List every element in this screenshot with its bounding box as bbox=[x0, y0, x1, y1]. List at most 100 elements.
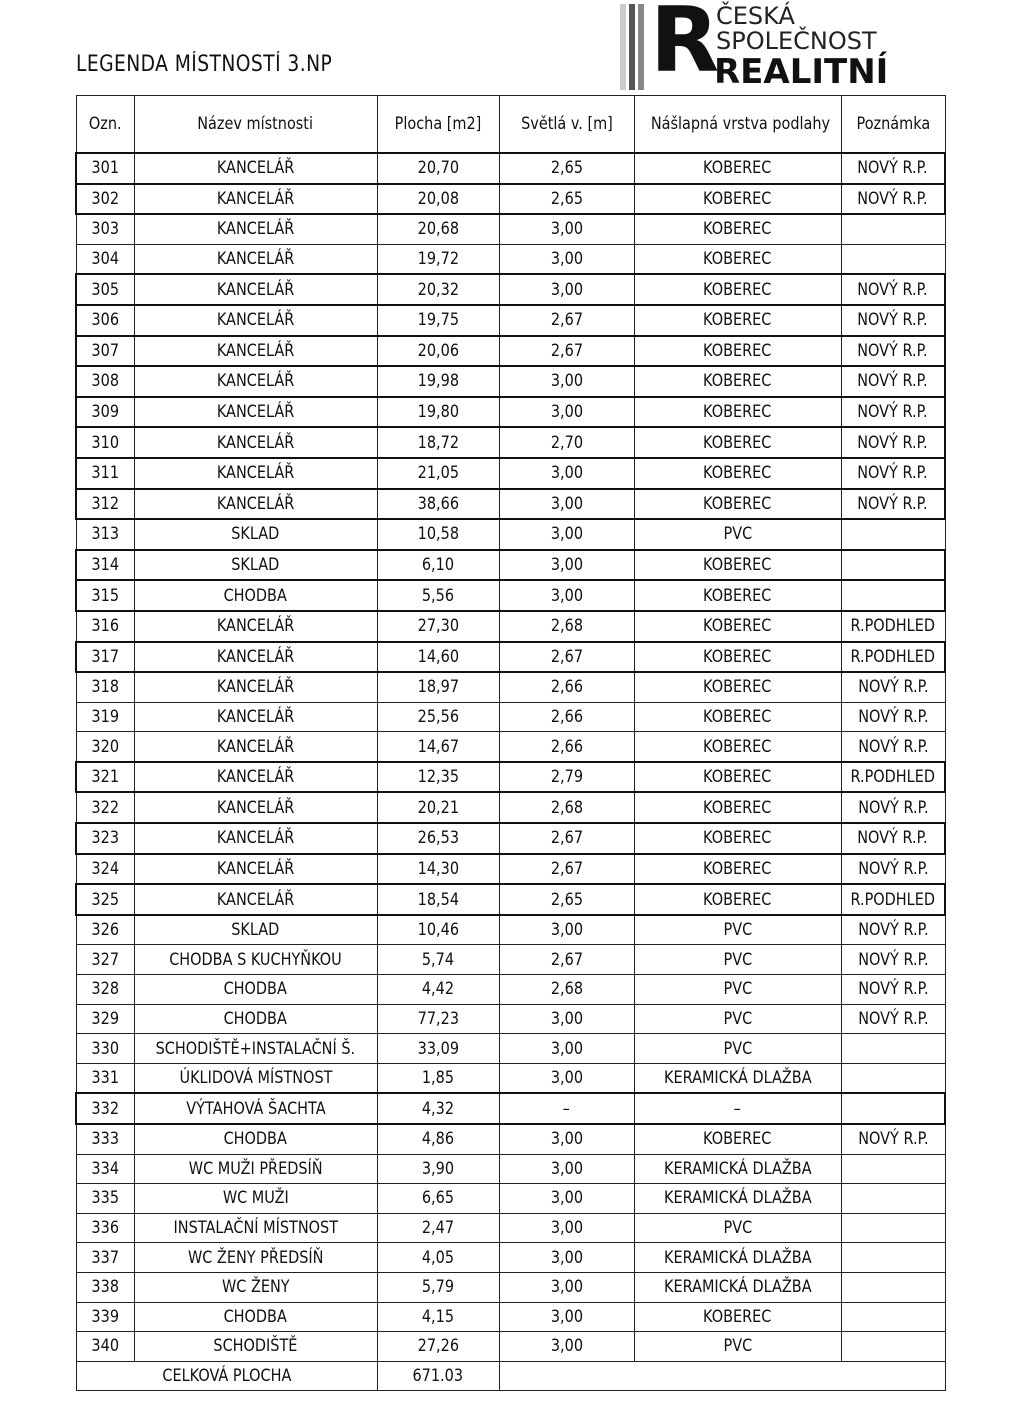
room-area-cell: 19,75 bbox=[376, 303, 500, 337]
header-cell: Plocha [m2] bbox=[376, 95, 500, 154]
room-note: NOVÝ R.P. bbox=[857, 432, 928, 453]
room-number-cell: 331 bbox=[75, 1062, 135, 1094]
room-name-cell: KANCELÁŘ bbox=[133, 760, 378, 794]
room-height-cell: 3,00 bbox=[498, 243, 635, 275]
room-number: 330 bbox=[91, 1038, 119, 1059]
room-area: 77,23 bbox=[417, 1008, 459, 1029]
room-area-cell: 26,53 bbox=[376, 822, 500, 855]
room-height: 3,00 bbox=[550, 1277, 583, 1298]
room-number-cell: 329 bbox=[75, 1003, 135, 1035]
room-legend-table: Ozn. Název místnosti Plocha [m2] Světlá … bbox=[75, 95, 946, 1392]
header-cell: Název místnosti bbox=[133, 95, 378, 154]
room-height-cell: 2,65 bbox=[498, 182, 635, 216]
table-row: 321 KANCELÁŘ 12,35 2,79 KOBEREC R.PODHLED bbox=[75, 760, 946, 794]
room-area-cell: 20,70 bbox=[376, 152, 500, 185]
room-height-cell: 2,70 bbox=[498, 426, 635, 459]
room-number: 314 bbox=[91, 555, 120, 576]
company-logo-watermark: R ČESKÁ SPOLEČNOST REALITNÍ bbox=[620, 0, 920, 92]
room-height: 3,00 bbox=[550, 1306, 583, 1327]
room-area: 5,56 bbox=[421, 585, 455, 606]
total-label: CELKOVÁ PLOCHA bbox=[75, 1360, 378, 1392]
room-number-cell: 335 bbox=[75, 1183, 135, 1214]
room-note-cell: NOVÝ R.P. bbox=[840, 395, 946, 429]
room-note-cell: NOVÝ R.P. bbox=[840, 334, 946, 368]
room-number-cell: 317 bbox=[75, 640, 135, 674]
room-number: 313 bbox=[91, 524, 119, 545]
room-area-cell: 4,32 bbox=[376, 1092, 500, 1125]
room-note: NOVÝ R.P. bbox=[857, 158, 928, 179]
room-number-cell: 324 bbox=[75, 853, 135, 885]
room-name-cell: KANCELÁŘ bbox=[133, 853, 378, 885]
floor-surface-cell: KOBEREC bbox=[633, 822, 842, 855]
room-note: R.PODHLED bbox=[850, 767, 935, 788]
room-number: 308 bbox=[91, 371, 120, 392]
floor-surface: KOBEREC bbox=[703, 858, 772, 879]
room-height: 2,66 bbox=[550, 677, 583, 698]
room-note-cell bbox=[840, 1033, 946, 1064]
room-number: 333 bbox=[91, 1129, 119, 1150]
room-number-cell: 333 bbox=[75, 1123, 135, 1155]
floor-surface-cell: KOBEREC bbox=[633, 1301, 842, 1333]
floor-surface: KOBEREC bbox=[703, 646, 772, 667]
logo-bar bbox=[629, 4, 635, 90]
floor-surface: KOBEREC bbox=[703, 555, 772, 576]
floor-surface: PVC bbox=[723, 1008, 752, 1029]
floor-surface: KOBEREC bbox=[703, 677, 772, 698]
floor-surface: KOBEREC bbox=[703, 219, 772, 240]
room-number: 305 bbox=[91, 279, 120, 300]
room-note-cell bbox=[840, 518, 946, 551]
room-note: NOVÝ R.P. bbox=[857, 736, 929, 757]
room-number-cell: 316 bbox=[75, 610, 135, 642]
room-note: NOVÝ R.P. bbox=[857, 371, 928, 392]
room-height-cell: 2,65 bbox=[498, 152, 635, 185]
room-name-cell: CHODBA S KUCHYŇKOU bbox=[133, 944, 378, 976]
room-area: 2,47 bbox=[421, 1218, 455, 1239]
room-note-cell: NOVÝ R.P. bbox=[840, 1003, 946, 1035]
room-area: 6,10 bbox=[421, 555, 455, 576]
room-note: NOVÝ R.P. bbox=[857, 310, 928, 331]
room-number-cell: 319 bbox=[75, 701, 135, 733]
room-note: NOVÝ R.P. bbox=[857, 188, 928, 209]
room-number-cell: 302 bbox=[75, 182, 135, 216]
room-number-cell: 338 bbox=[75, 1271, 135, 1303]
room-number-cell: 314 bbox=[75, 548, 135, 582]
room-area-cell: 5,74 bbox=[376, 944, 500, 976]
room-name: KANCELÁŘ bbox=[216, 402, 295, 423]
floor-surface-cell: KOBEREC bbox=[633, 548, 842, 582]
room-note-cell: NOVÝ R.P. bbox=[840, 426, 946, 459]
room-number: 332 bbox=[91, 1098, 120, 1119]
floor-surface-cell: KOBEREC bbox=[633, 883, 842, 916]
room-name: KANCELÁŘ bbox=[216, 371, 295, 392]
room-area: 19,98 bbox=[417, 371, 459, 392]
room-number: 325 bbox=[91, 889, 120, 910]
table-row: 332 VÝTAHOVÁ ŠACHTA 4,32 – – bbox=[75, 1092, 946, 1125]
room-number-cell: 301 bbox=[75, 152, 135, 185]
room-note-cell bbox=[840, 1242, 946, 1273]
table-row: 339 CHODBA 4,15 3,00 KOBEREC bbox=[75, 1301, 946, 1333]
floor-surface-cell: KOBEREC bbox=[633, 395, 842, 429]
room-height: 3,00 bbox=[550, 463, 583, 484]
room-number-cell: 327 bbox=[75, 944, 135, 976]
room-note: R.PODHLED bbox=[850, 616, 936, 637]
room-number: 340 bbox=[91, 1336, 119, 1357]
room-name: SKLAD bbox=[231, 555, 280, 576]
room-area-cell: 18,97 bbox=[376, 671, 500, 703]
room-name: KANCELÁŘ bbox=[216, 249, 295, 270]
room-note-cell: NOVÝ R.P. bbox=[840, 456, 946, 490]
floor-surface-cell: KOBEREC bbox=[633, 303, 842, 337]
table-row: 312 KANCELÁŘ 38,66 3,00 KOBEREC NOVÝ R.P. bbox=[75, 487, 946, 521]
room-height-cell: 3,00 bbox=[498, 365, 635, 398]
logo-line3: REALITNÍ bbox=[714, 52, 889, 92]
room-area: 14,67 bbox=[417, 736, 459, 757]
room-area-cell: 27,26 bbox=[376, 1331, 500, 1362]
room-height-cell: 3,00 bbox=[498, 1033, 635, 1064]
table-row: 328 CHODBA 4,42 2,68 PVC NOVÝ R.P. bbox=[75, 974, 946, 1005]
floor-surface-cell: KOBEREC bbox=[633, 182, 842, 216]
room-number-cell: 320 bbox=[75, 731, 135, 763]
room-height-cell: 3,00 bbox=[498, 1153, 635, 1185]
room-height: 3,00 bbox=[550, 219, 583, 240]
room-note: NOVÝ R.P. bbox=[857, 949, 929, 970]
room-name: KANCELÁŘ bbox=[216, 646, 295, 667]
room-area-cell: 19,98 bbox=[376, 365, 500, 398]
room-area-cell: 6,10 bbox=[376, 548, 500, 582]
